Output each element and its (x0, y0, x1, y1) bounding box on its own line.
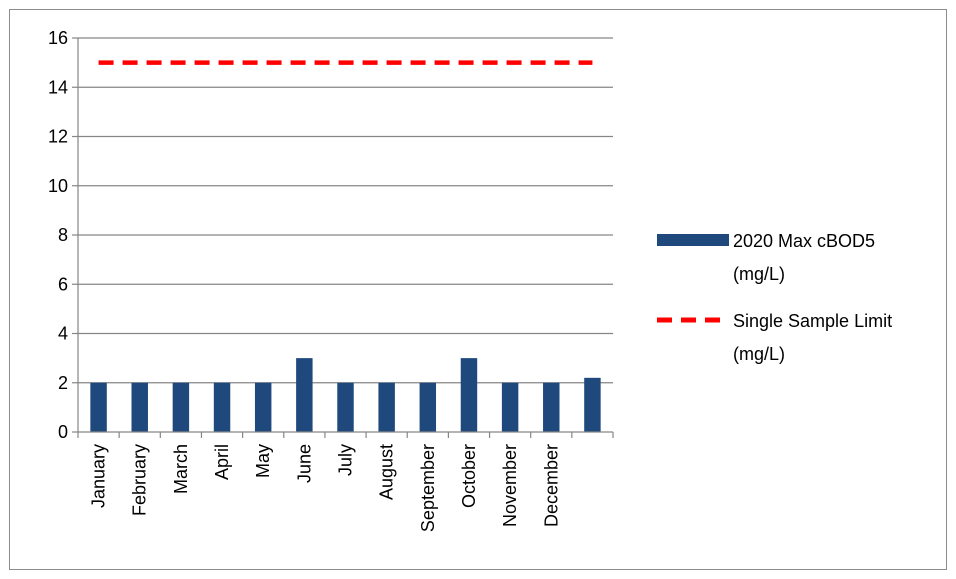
y-tick-label: 10 (48, 176, 68, 196)
x-tick-label: March (171, 444, 191, 494)
bar (501, 382, 519, 432)
x-tick-label: October (459, 444, 479, 508)
y-tick-label: 8 (58, 225, 68, 245)
legend-label-line-line1: Single Sample Limit (733, 311, 892, 331)
bar (296, 358, 313, 432)
x-axis-tick-labels: January February March April May June July Augu… (89, 444, 562, 532)
legend-label-bar-line1: 2020 Max cBOD5 (733, 231, 875, 251)
bar (254, 382, 272, 432)
y-tick-label: 14 (48, 77, 68, 97)
x-tick-label: August (377, 444, 397, 500)
x-tick-label: December (541, 444, 561, 527)
y-tick-label: 4 (58, 324, 68, 344)
chart-area (9, 9, 947, 570)
x-tick-label: July (336, 444, 356, 476)
bar (460, 358, 478, 432)
bar (584, 377, 601, 432)
legend-swatch-bar (657, 234, 729, 246)
y-tick-label: 16 (48, 28, 68, 48)
bar (419, 382, 437, 432)
bar (172, 382, 190, 432)
x-tick-label: January (89, 444, 109, 508)
x-tick-label: November (500, 444, 520, 527)
bar (337, 382, 354, 432)
gridlines (72, 37, 613, 433)
axes (77, 38, 614, 438)
legend-label-bar-line2: (mg/L) (733, 264, 785, 284)
x-tick-label: April (212, 444, 232, 480)
y-tick-label: 0 (58, 422, 68, 442)
x-tick-label: February (130, 444, 150, 516)
y-tick-label: 6 (58, 274, 68, 294)
bar (90, 382, 107, 432)
x-tick-label: September (418, 444, 438, 532)
bar (131, 382, 148, 432)
bar (213, 382, 231, 432)
legend: 2020 Max cBOD5 (mg/L) Single Sample Limi… (657, 231, 892, 364)
legend-label-line-line2: (mg/L) (733, 344, 785, 364)
bar (378, 382, 395, 432)
bar-series (90, 358, 601, 432)
x-tick-label: May (253, 444, 273, 478)
x-tick-label: June (294, 444, 314, 483)
y-tick-label: 12 (48, 127, 68, 147)
y-tick-label: 2 (58, 373, 68, 393)
bar (543, 382, 560, 432)
y-axis-tick-labels: 0 2 4 6 8 10 12 14 16 (48, 28, 68, 442)
